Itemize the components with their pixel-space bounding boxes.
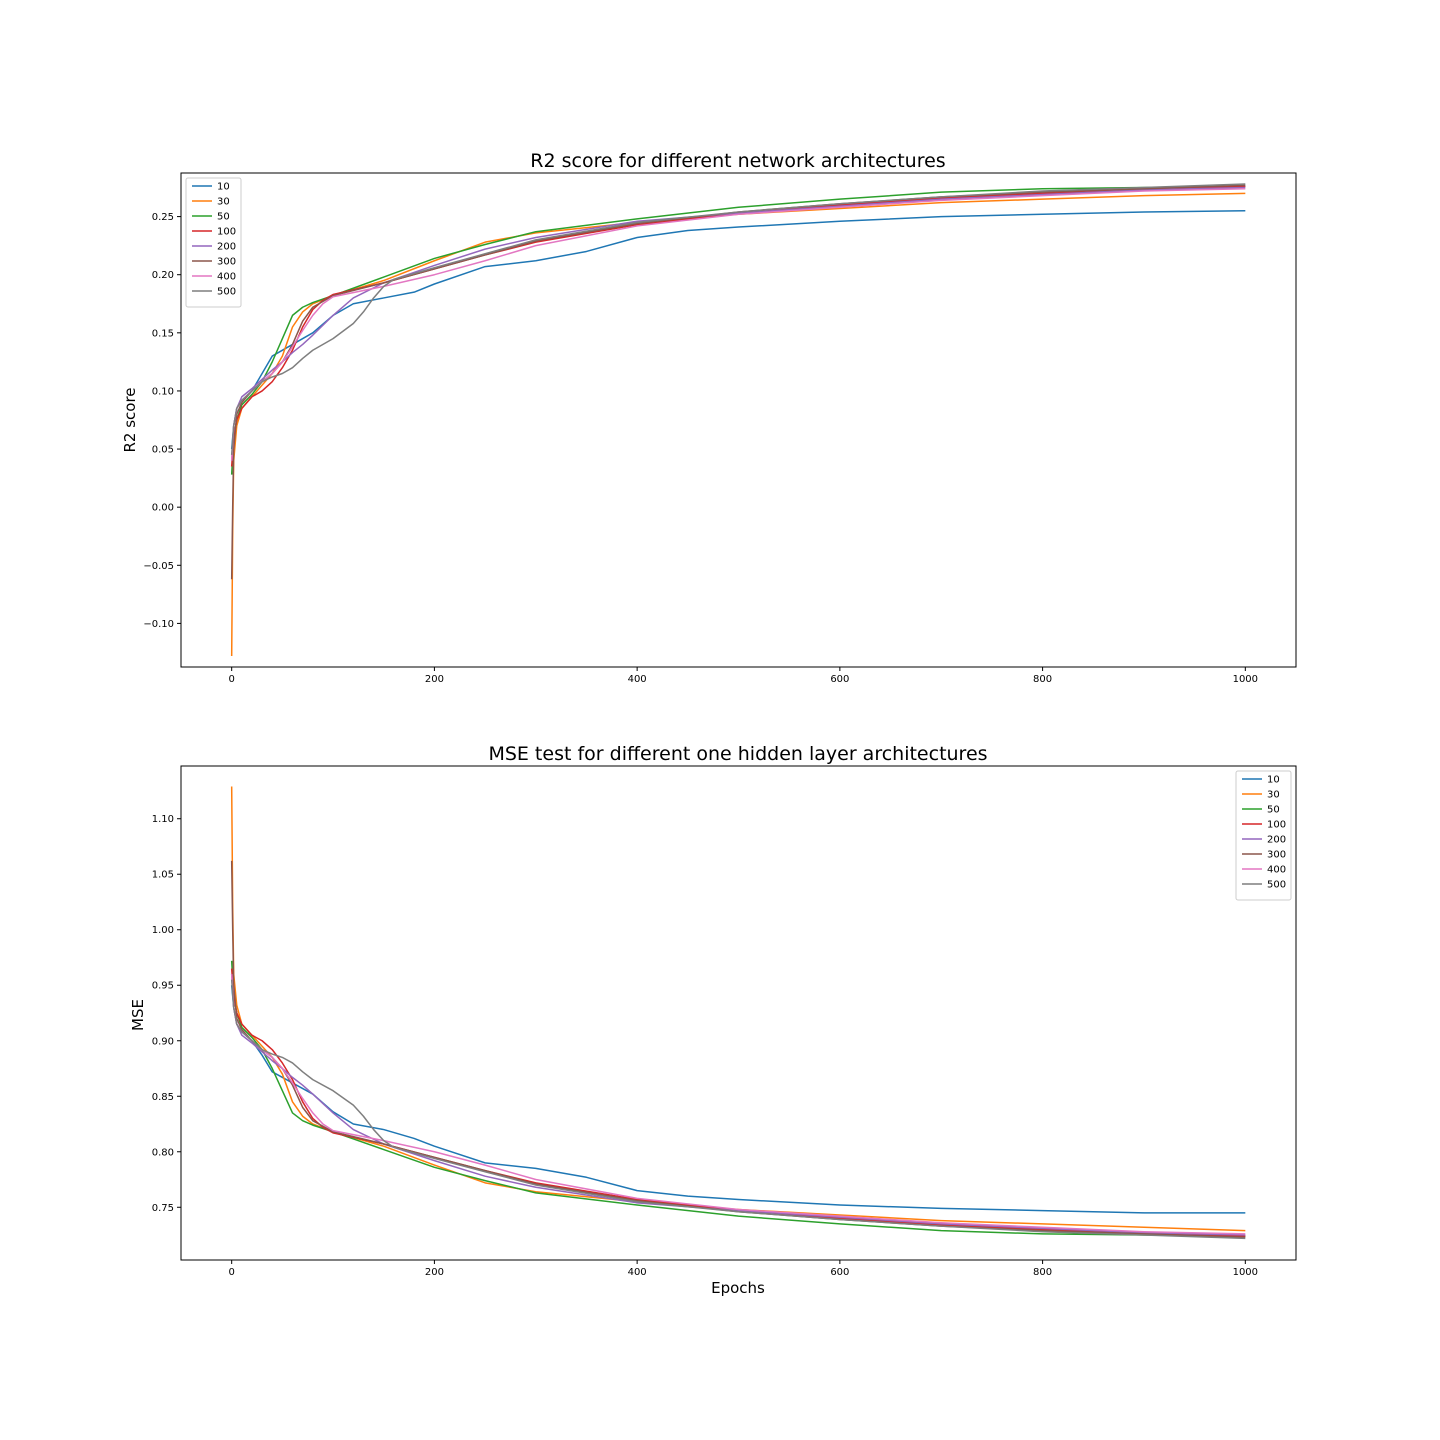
mse-x-axis-label: Epochs [711,1279,765,1297]
mse-legend-label-30: 30 [1267,790,1280,801]
mse-series-line-200 [230,974,1246,1236]
r2-y-tick-label: 0.00 [152,503,174,514]
mse-test-chart: MSE test for different one hidden layer … [129,743,1297,1297]
r2-y-axis-label: R2 score [121,387,139,452]
r2-legend-label-300: 300 [217,257,236,268]
r2-x-tick-label: 200 [425,674,444,685]
mse-legend-label-200: 200 [1267,835,1286,846]
r2-series-line-100 [230,185,1246,467]
mse-x-tick-label: 400 [628,1267,647,1278]
mse-y-tick-label: 0.85 [152,1092,174,1103]
r2-axes-frame [180,172,1297,668]
mse-legend: 10 30 50 100 200 300 400 500 [1235,770,1292,901]
r2-x-tick-label: 400 [628,674,647,685]
r2-y-tick-label: 0.25 [152,212,174,223]
mse-x-tick-label: 1000 [1233,1267,1258,1278]
r2-legend-box [185,177,242,308]
r2-legend-label-50: 50 [217,212,230,223]
r2-x-tick-label: 800 [1033,674,1052,685]
r2-legend-label-400: 400 [217,272,236,283]
r2-score-chart: R2 score for different network architect… [121,150,1297,685]
r2-legend-label-200: 200 [217,242,236,253]
r2-legend-label-30: 30 [217,197,230,208]
mse-y-tick-label: 1.05 [152,870,174,881]
mse-x-tick-label: 600 [830,1267,849,1278]
r2-chart-title: R2 score for different network architect… [530,150,945,172]
r2-y-tick-label: −0.05 [143,561,174,572]
mse-x-tick-label: 200 [425,1267,444,1278]
mse-legend-box [1235,770,1292,901]
mse-series-line-100 [230,968,1246,1237]
r2-x-tick-label: 0 [228,674,234,685]
mse-y-tick-label: 1.00 [152,925,174,936]
mse-legend-label-100: 100 [1267,820,1286,831]
r2-x-tick-label: 600 [830,674,849,685]
r2-y-tick-label: 0.05 [152,445,174,456]
mse-chart-title: MSE test for different one hidden layer … [488,743,987,765]
mse-x-tick-label: 800 [1033,1267,1052,1278]
mse-x-tick-label: 0 [228,1267,234,1278]
mse-legend-label-10: 10 [1267,775,1280,786]
mse-plot-area: 0 200 400 600 800 1000 0.75 0.80 0.85 0.90 0.95 1.0… [152,765,1297,1278]
r2-y-tick-label: 0.20 [152,270,174,281]
mse-y-axis-label: MSE [129,999,147,1031]
r2-y-tick-label: −0.10 [143,619,174,630]
mse-axes-frame [180,765,1297,1261]
r2-legend-label-500: 500 [217,287,236,298]
mse-series-line-500 [230,979,1246,1240]
r2-legend: 10 30 50 100 200 300 400 500 [185,177,242,308]
mse-legend-label-300: 300 [1267,850,1286,861]
r2-plot-area: 0 200 400 600 800 1000 −0.10 −0.05 0.00 0.05 0.10 0… [143,172,1297,685]
mse-y-tick-label: 0.75 [152,1203,174,1214]
mse-y-tick-label: 1.10 [152,814,174,825]
mse-y-tick-label: 0.80 [152,1147,174,1158]
mse-legend-label-500: 500 [1267,880,1286,891]
mse-y-tick-label: 0.95 [152,981,174,992]
r2-legend-label-100: 100 [217,227,236,238]
mse-legend-label-50: 50 [1267,805,1280,816]
r2-series-line-200 [230,186,1246,461]
r2-legend-label-10: 10 [217,182,230,193]
r2-series-line-500 [230,183,1246,455]
mse-y-tick-label: 0.90 [152,1036,174,1047]
mse-legend-label-400: 400 [1267,865,1286,876]
r2-y-tick-label: 0.10 [152,386,174,397]
r2-x-tick-label: 1000 [1233,674,1258,685]
r2-y-tick-label: 0.15 [152,328,174,339]
